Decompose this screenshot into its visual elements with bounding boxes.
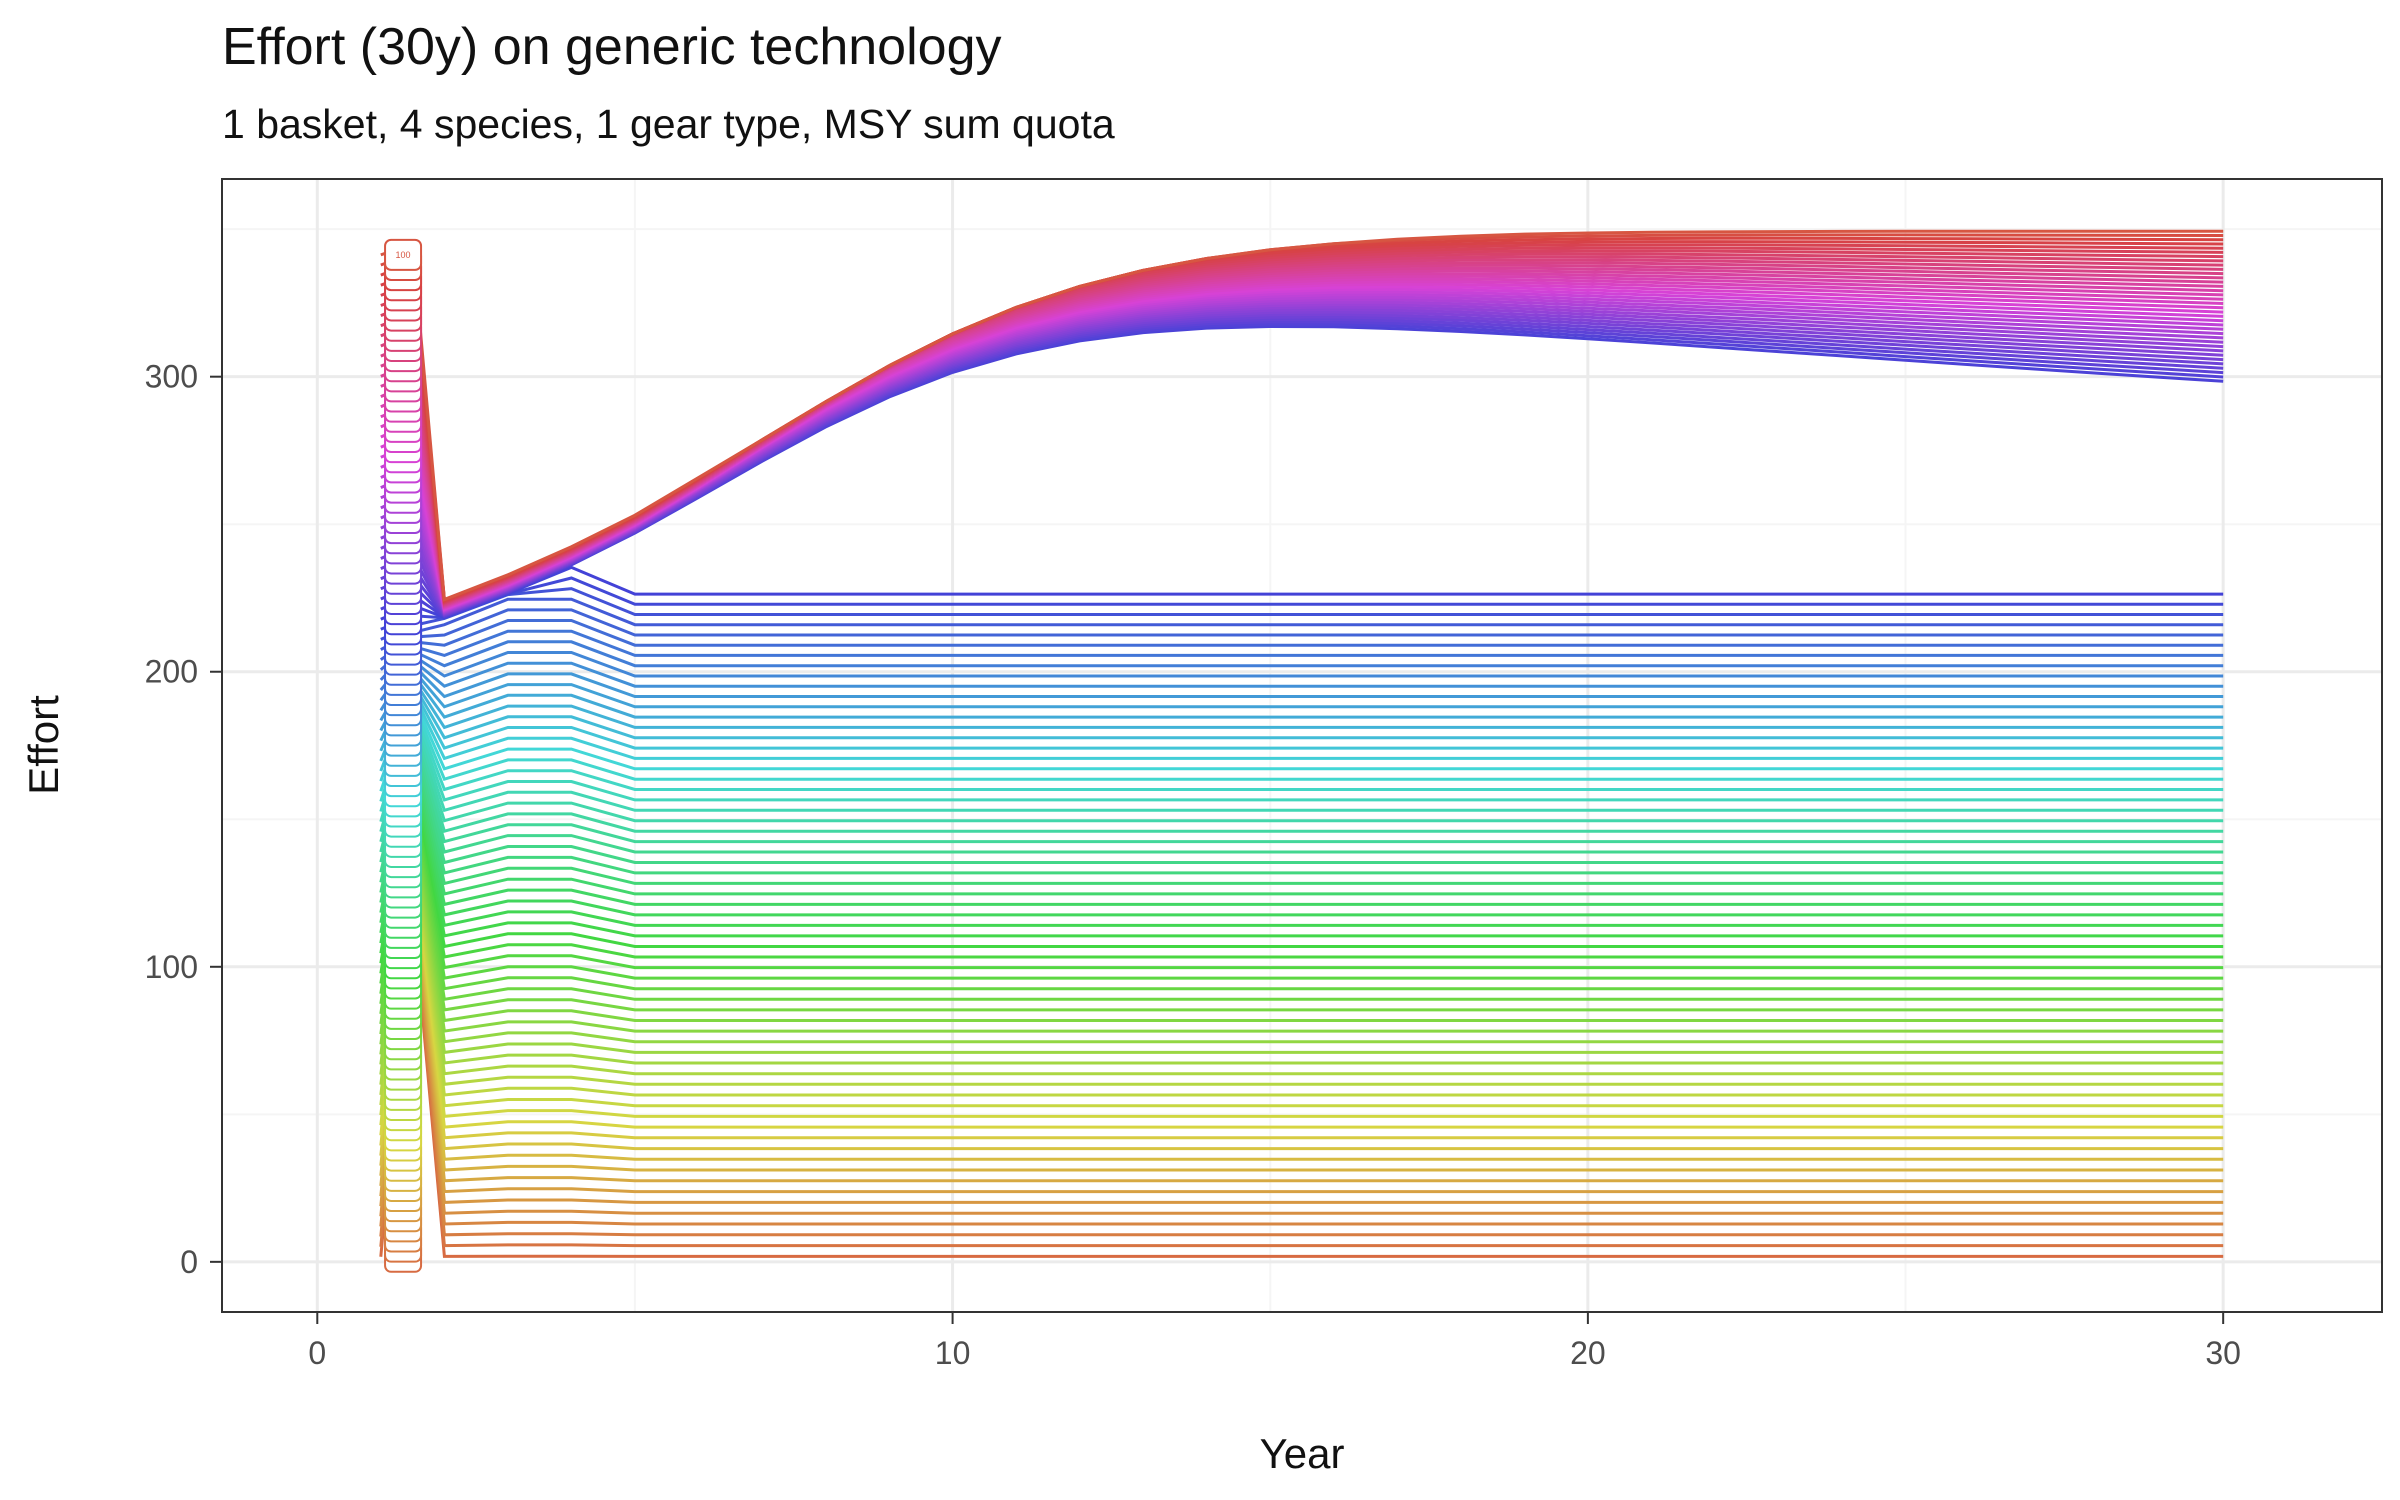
x-tick-label: 0 xyxy=(308,1335,326,1371)
chart-title: Effort (30y) on generic technology xyxy=(222,18,1002,76)
y-tick-label: 200 xyxy=(145,654,198,690)
series-line xyxy=(379,882,2224,1207)
series-line xyxy=(379,832,2224,1096)
x-axis-label: Year xyxy=(1260,1430,1345,1477)
series-line xyxy=(379,800,2224,1025)
series-lines xyxy=(379,229,2224,1258)
series-line xyxy=(379,823,2224,1075)
y-tick-label: 0 xyxy=(180,1244,198,1280)
series-line xyxy=(379,805,2224,1035)
series-line xyxy=(379,608,2224,661)
x-tick-label: 30 xyxy=(2205,1335,2241,1371)
series-line xyxy=(380,293,2224,613)
series-line xyxy=(379,850,2224,1136)
series-line xyxy=(379,869,2224,1176)
series-line xyxy=(379,687,2224,782)
series-line xyxy=(379,809,2224,1045)
series-line xyxy=(379,713,2224,843)
series-line xyxy=(379,670,2224,742)
series-line xyxy=(379,717,2224,853)
series-line xyxy=(380,565,2224,621)
series-line xyxy=(379,782,2224,984)
series-line xyxy=(380,587,2224,641)
series-line xyxy=(379,891,2224,1227)
series-line xyxy=(380,322,2224,619)
series-line xyxy=(379,864,2224,1166)
series-line xyxy=(379,755,2224,924)
series-label: 100 xyxy=(384,238,423,271)
series-line xyxy=(379,750,2224,913)
series-line xyxy=(379,791,2224,1005)
series-line xyxy=(379,679,2224,762)
series-line xyxy=(380,597,2224,651)
series-line xyxy=(380,229,2224,602)
series-line xyxy=(379,860,2224,1156)
series-line xyxy=(379,873,2224,1187)
series-line xyxy=(380,324,2224,619)
series-line xyxy=(379,787,2224,994)
series-line xyxy=(380,320,2224,618)
series-line xyxy=(379,651,2224,702)
series-line xyxy=(379,674,2224,752)
series-line xyxy=(379,796,2224,1015)
series-line xyxy=(379,666,2224,732)
series-line xyxy=(380,310,2224,616)
chart-subtitle: 1 basket, 4 species, 1 gear type, MSY su… xyxy=(222,101,1115,147)
series-line xyxy=(379,722,2224,863)
series-line xyxy=(379,773,2224,964)
series-line xyxy=(379,828,2224,1085)
series-line xyxy=(379,901,2224,1248)
series-line xyxy=(379,700,2224,812)
series-line xyxy=(380,280,2224,610)
series-line xyxy=(379,732,2224,873)
y-tick-label: 100 xyxy=(145,949,198,985)
series-line xyxy=(379,878,2224,1197)
series-line xyxy=(379,837,2224,1106)
series-line xyxy=(379,746,2224,903)
series-line xyxy=(379,709,2224,833)
series-line xyxy=(380,576,2224,631)
series-line xyxy=(379,629,2224,681)
series-line xyxy=(379,855,2224,1146)
series-line xyxy=(379,683,2224,772)
y-tick-label: 300 xyxy=(145,359,198,395)
series-line xyxy=(379,887,2224,1217)
series-line xyxy=(379,696,2224,802)
series-line xyxy=(379,819,2224,1065)
series-line xyxy=(379,657,2224,712)
series-line xyxy=(379,736,2224,883)
series-line xyxy=(379,764,2224,944)
series-line xyxy=(379,896,2224,1237)
series-label-text: 100 xyxy=(396,250,411,260)
y-axis-label: Effort xyxy=(20,695,67,795)
series-line xyxy=(379,661,2224,722)
series-line xyxy=(379,741,2224,893)
series-line xyxy=(379,905,2224,1258)
series-line xyxy=(379,778,2224,974)
series-line xyxy=(379,768,2224,954)
series-labels: 100 xyxy=(384,238,423,1273)
series-line xyxy=(379,692,2224,792)
series-line xyxy=(379,640,2224,691)
series-line xyxy=(379,705,2224,823)
series-line xyxy=(379,814,2224,1055)
series-line xyxy=(379,846,2224,1126)
x-tick-label: 10 xyxy=(935,1335,971,1371)
series-line xyxy=(379,841,2224,1116)
series-line xyxy=(379,619,2224,671)
panel-border xyxy=(221,178,2383,1313)
x-tick-label: 20 xyxy=(1570,1335,1606,1371)
series-line xyxy=(379,759,2224,934)
